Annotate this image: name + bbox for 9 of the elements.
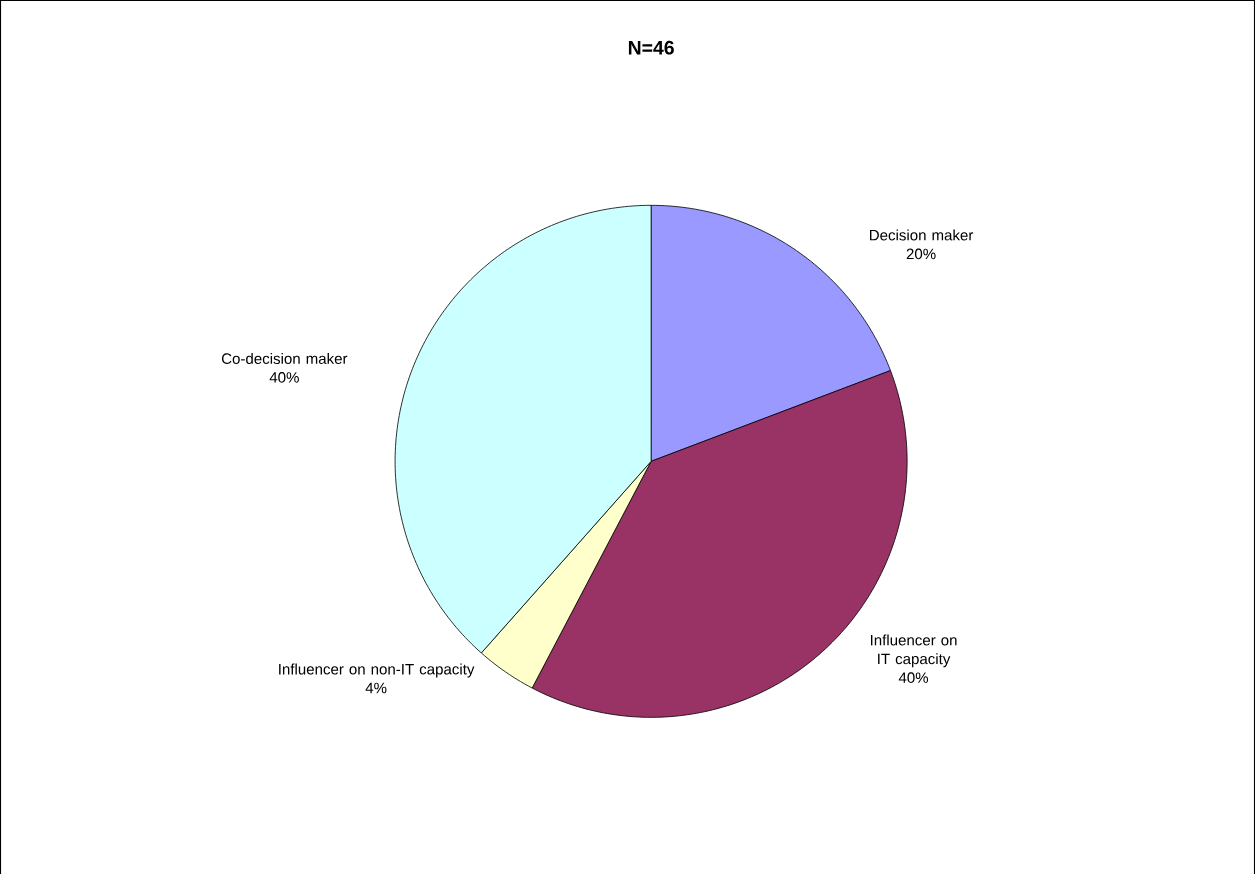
data-label: 40% [898,672,929,684]
chart-title: N=46 [628,41,674,55]
slice-label: Influencer on non-IT capacity [279,663,475,678]
slice-label: Decision maker [870,229,974,241]
data-label: 4% [365,682,387,694]
slice-label: Influencer on IT capacity [870,634,957,668]
data-label: 40% [269,372,299,383]
data-label: 20% [906,248,936,260]
slice-label: Co-decision maker [221,353,348,365]
